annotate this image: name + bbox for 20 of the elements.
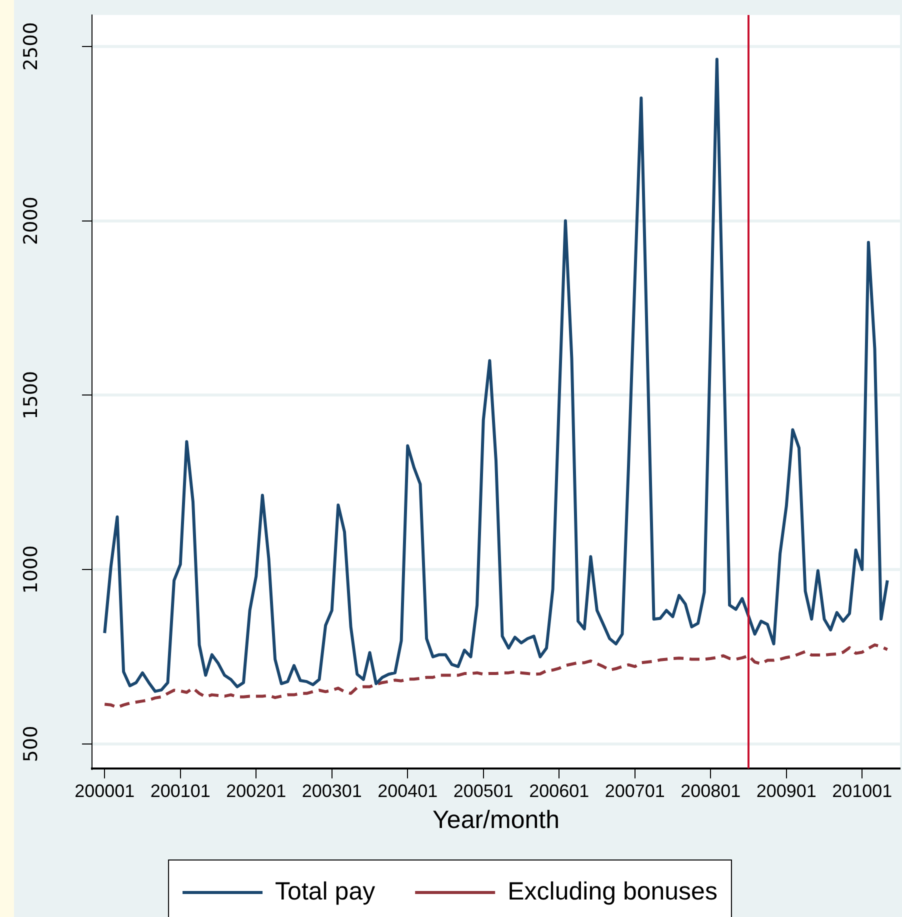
x-tick-label: 200601 bbox=[529, 781, 590, 802]
x-axis-title: Year/month bbox=[432, 806, 560, 834]
y-tick-label: 1000 bbox=[20, 545, 42, 594]
x-tick-label: 200101 bbox=[150, 781, 210, 802]
x-tick-label: 200801 bbox=[680, 781, 741, 802]
line-series bbox=[103, 643, 889, 709]
x-tick-label: 200201 bbox=[226, 781, 286, 802]
x-tick-label: 200501 bbox=[453, 781, 514, 802]
y-tick-label: 500 bbox=[20, 726, 42, 762]
legend-label: Total pay bbox=[275, 877, 376, 906]
y-tick-label: 2500 bbox=[20, 22, 42, 71]
x-tick-label: 201001 bbox=[832, 781, 892, 802]
x-tick-label: 200701 bbox=[604, 781, 665, 802]
x-tick-label: 200001 bbox=[74, 781, 135, 802]
y-tick-label: 2000 bbox=[20, 196, 42, 245]
x-tick-label: 200301 bbox=[302, 781, 362, 802]
x-tick-label: 200401 bbox=[378, 781, 438, 802]
legend-label: Excluding bonuses bbox=[508, 877, 718, 906]
y-tick-label: 1500 bbox=[20, 371, 42, 420]
x-tick-label: 200901 bbox=[756, 781, 816, 802]
